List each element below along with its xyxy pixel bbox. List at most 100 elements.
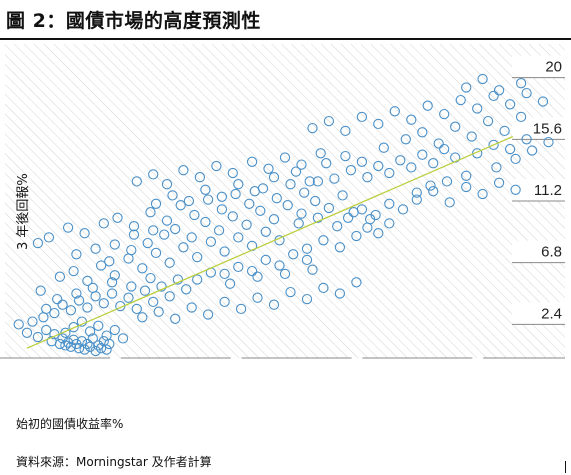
data-point-158 [422,100,433,111]
data-point-141 [345,165,357,176]
data-point-223 [167,190,178,201]
data-point-121 [170,313,181,324]
data-point-181 [521,134,532,145]
x-tick-label-0: -2.0 [5,367,31,370]
data-point-186 [477,188,488,200]
y-tick-bg-4 [512,55,567,78]
data-point-147 [417,149,428,160]
data-point-196 [192,274,203,285]
data-point-155 [373,118,384,130]
data-point-131 [334,288,346,299]
data-point-199 [252,271,263,282]
data-point-221 [378,142,389,153]
data-point-35 [41,303,52,315]
data-point-1 [21,327,33,338]
data-point-10 [60,340,71,351]
data-point-114 [246,156,258,167]
data-point-21 [90,345,101,357]
data-point-232 [145,272,156,284]
data-point-230 [106,277,118,288]
data-point-201 [307,264,318,275]
data-point-179 [488,139,499,151]
data-point-68 [260,226,271,237]
data-point-171 [417,127,428,138]
data-point-216 [290,166,302,177]
data-point-112 [211,160,222,172]
data-point-18 [82,338,93,350]
data-point-5 [41,324,52,336]
data-point-163 [504,99,516,110]
data-point-160 [455,94,466,106]
y-tick-bg-2 [512,179,567,201]
data-point-126 [252,292,263,303]
data-point-227 [233,179,244,190]
data-point-94 [170,223,181,235]
data-point-57 [109,270,120,281]
data-point-206 [397,204,409,215]
data-point-55 [82,275,93,287]
data-point-34 [117,333,129,344]
data-point-56 [95,260,107,271]
data-point-195 [301,254,313,266]
chart-title: 圖 2：國債市場的高度預測性 [6,10,261,32]
data-point-79 [175,200,186,211]
data-point-90 [104,256,115,267]
data-point-183 [428,186,439,197]
data-point-46 [131,303,142,315]
data-point-70 [32,237,44,249]
data-point-17 [79,344,90,355]
data-point-107 [131,176,142,187]
data-point-63 [192,251,203,263]
data-point-122 [186,302,197,313]
data-point-87 [285,179,296,190]
data-point-159 [439,108,450,120]
y-tick-bg-1 [512,240,567,263]
data-point-205 [384,198,395,209]
data-point-72 [62,222,74,233]
data-point-127 [268,299,280,310]
data-point-146 [406,162,417,173]
y-tick-bg-3 [512,117,567,140]
data-point-213 [461,170,472,181]
data-point-15 [73,343,85,354]
data-point-124 [219,296,230,308]
data-point-75 [112,212,123,223]
data-point-53 [54,271,66,282]
data-point-217 [304,176,315,187]
data-point-224 [183,195,195,207]
data-point-111 [194,172,206,183]
data-point-2 [27,316,38,327]
data-point-128 [285,286,296,298]
data-point-50 [164,291,175,302]
data-point-234 [52,293,63,305]
data-point-153 [340,125,351,137]
data-point-104 [310,195,321,207]
data-point-176 [499,125,510,137]
data-point-148 [428,158,439,169]
data-point-154 [356,111,368,123]
data-point-135 [334,242,346,253]
data-point-226 [216,191,228,202]
data-point-89 [312,176,324,187]
data-point-134 [318,235,329,246]
data-point-130 [318,282,329,294]
data-point-208 [425,180,436,191]
data-point-74 [98,218,109,229]
data-point-119 [137,312,148,323]
data-point-30 [84,326,96,337]
data-point-174 [466,131,477,142]
data-point-202 [342,212,354,223]
data-point-77 [145,207,156,218]
data-point-175 [482,115,494,127]
data-point-32 [101,330,112,341]
data-point-138 [373,228,384,239]
data-point-82 [216,204,228,215]
data-point-20 [87,333,98,344]
data-point-133 [301,243,313,254]
data-point-43 [106,288,118,299]
data-points [13,73,554,357]
data-point-110 [178,165,189,176]
data-point-88 [299,187,310,198]
data-point-180 [504,143,516,155]
x-axis-label: 始初的國債收益率% [16,417,124,431]
